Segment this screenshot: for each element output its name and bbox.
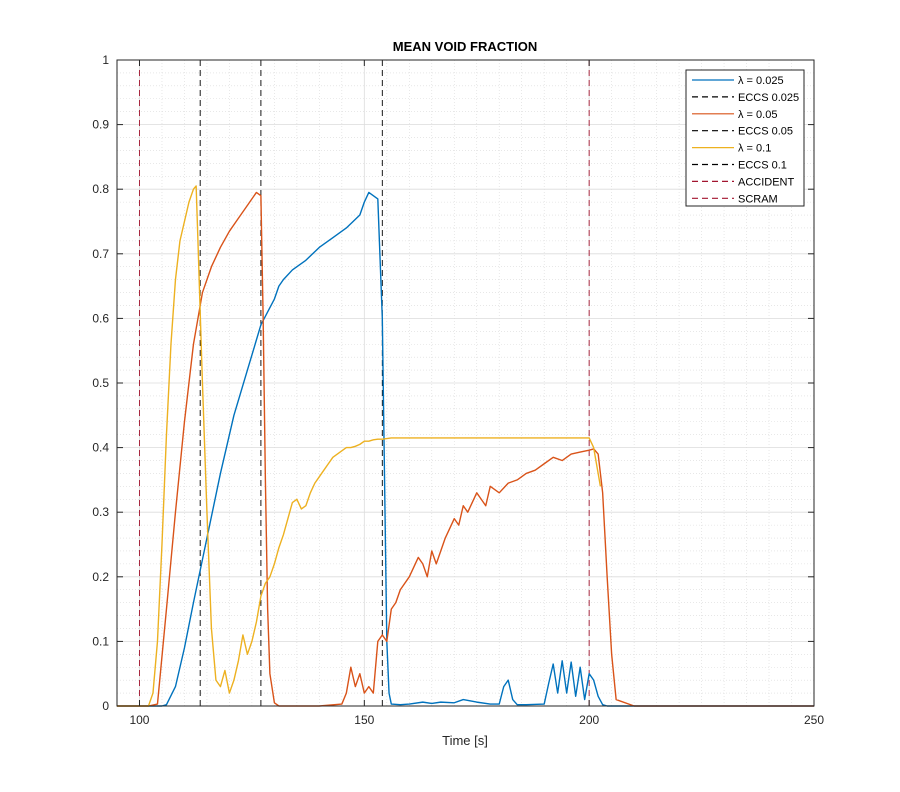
- y-tick-label: 0.6: [92, 311, 109, 325]
- y-tick-label: 0.5: [92, 376, 109, 390]
- legend-label-1: λ = 0.025: [738, 75, 784, 87]
- chart-title: MEAN VOID FRACTION: [393, 39, 537, 54]
- y-tick-label: 0.7: [92, 247, 109, 261]
- legend-label-4: ECCS 0.05: [738, 126, 793, 138]
- x-tick-label: 200: [579, 713, 599, 727]
- x-axis-label: Time [s]: [442, 733, 488, 748]
- axis-ticks: 100 150 200 250 0 0.1 0.2 0.3 0.4 0.5 0.6 0.7 0.8 0.9…: [92, 53, 824, 727]
- legend-label-7: ACCIDENT: [738, 176, 795, 188]
- legend-label-6: ECCS 0.1: [738, 160, 787, 172]
- x-tick-label: 150: [354, 713, 374, 727]
- legend-box: [685, 69, 805, 207]
- y-tick-label: 0.9: [92, 118, 109, 132]
- x-tick-label: 250: [804, 713, 824, 727]
- y-tick-label: 1: [102, 53, 109, 67]
- data-series: [117, 185, 814, 707]
- y-tick-label: 0: [102, 699, 109, 713]
- legend: λ = 0.025 ECCS 0.025 λ = 0.05 ECCS 0.05 λ = …: [685, 69, 805, 207]
- series-line-2: [117, 191, 814, 707]
- y-tick-label: 0.4: [92, 441, 109, 455]
- minor-grid: [116, 60, 814, 706]
- legend-label-3: λ = 0.05: [738, 109, 777, 121]
- series-line-1: [117, 191, 814, 707]
- legend-label-2: ECCS 0.025: [738, 92, 799, 104]
- y-tick-label: 0.2: [92, 570, 109, 584]
- y-tick-label: 0.8: [92, 182, 109, 196]
- vertical-event-lines: [139, 60, 590, 706]
- x-tick-label: 100: [129, 713, 149, 727]
- legend-label-8: SCRAM: [738, 193, 778, 205]
- legend-label-5: λ = 0.1: [738, 143, 771, 155]
- y-tick-label: 0.3: [92, 505, 109, 519]
- series-line-3: [117, 185, 602, 707]
- y-tick-label: 0.1: [92, 634, 109, 648]
